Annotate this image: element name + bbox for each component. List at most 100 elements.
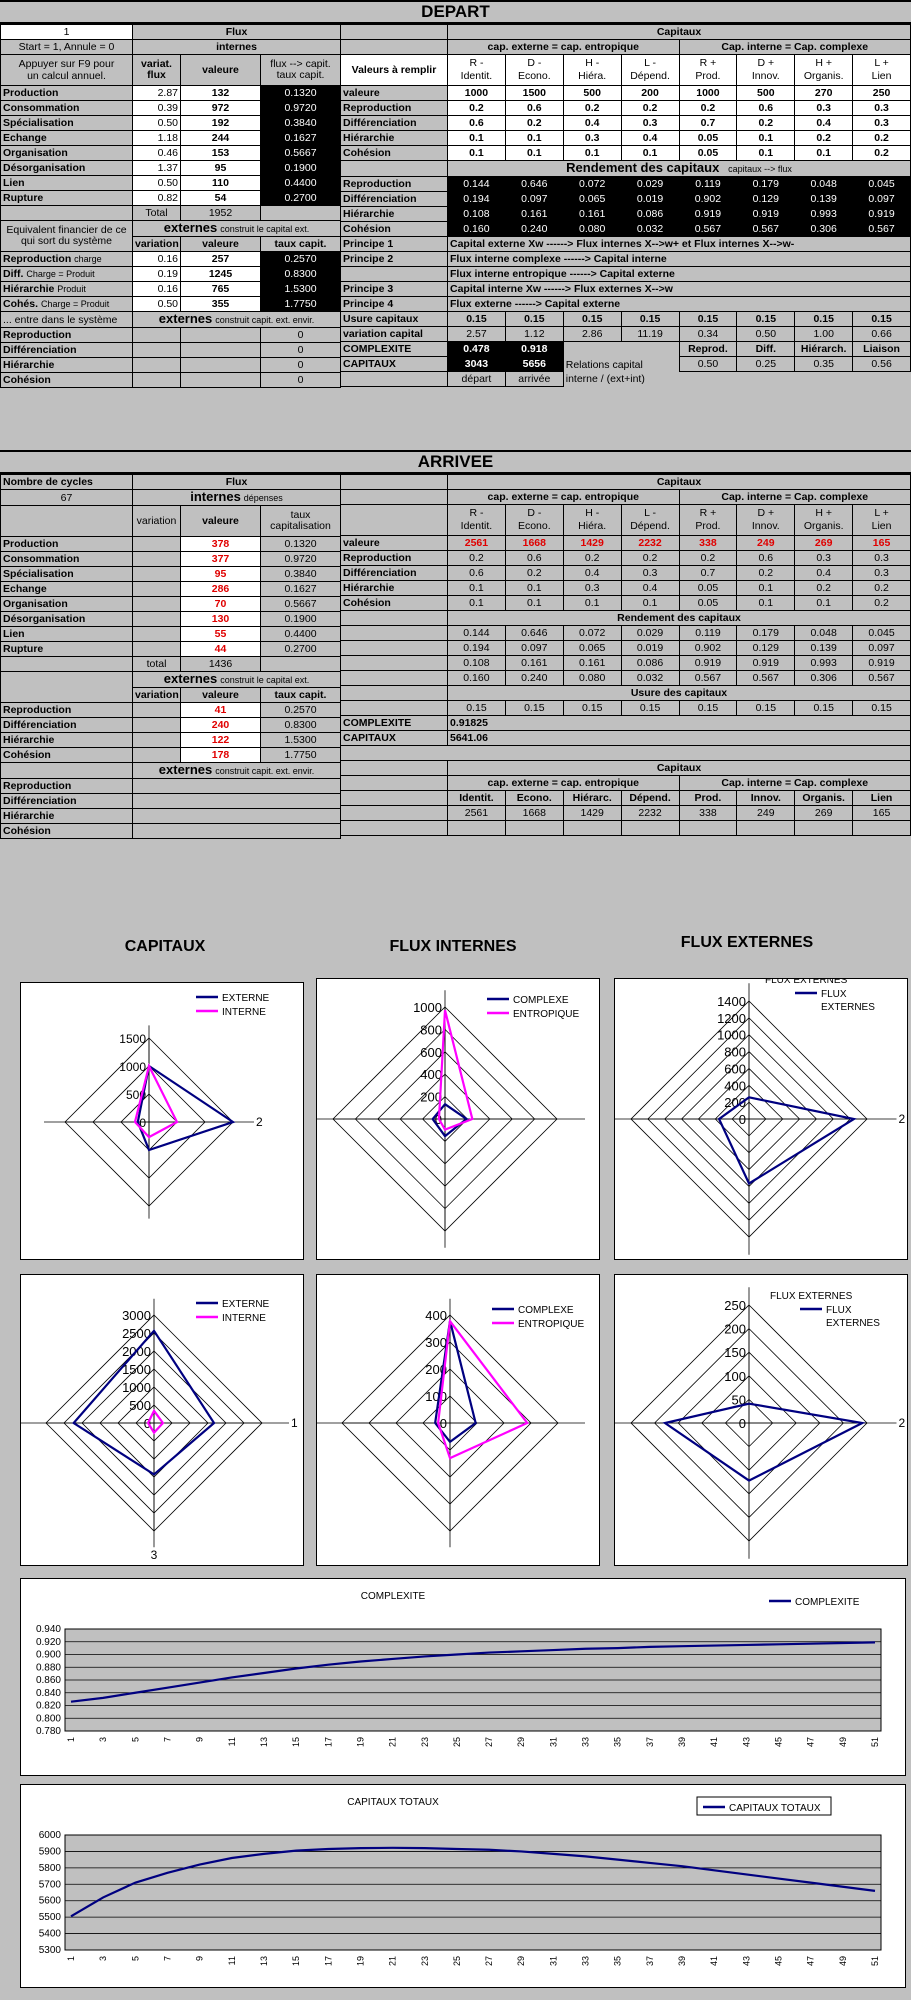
flux-taux: 0.3840	[259, 115, 342, 131]
spacer	[132, 626, 181, 642]
coef-val[interactable]: 0.3	[852, 100, 911, 116]
coef-val[interactable]: 0.1	[736, 130, 796, 146]
coef-val[interactable]: 0.1	[504, 130, 564, 146]
flux-variat[interactable]: 0.82	[132, 190, 181, 206]
coef-val[interactable]: 0.1	[620, 145, 680, 161]
flux-valeure-arr: 286	[180, 581, 261, 597]
coef-val-arr: 0.7	[678, 565, 738, 581]
entre-label-arr: Hiérarchie	[0, 808, 133, 824]
radar-tick-label: 200	[420, 1090, 442, 1105]
rend-val: 0.045	[852, 176, 911, 192]
coef-val[interactable]: 0.3	[852, 115, 911, 131]
complexite-label-arr: COMPLEXITE	[340, 715, 448, 731]
col-taux: flux --> capit. taux capit.	[259, 54, 342, 86]
cap-valeure[interactable]: 1000	[678, 85, 738, 101]
coef-val[interactable]: 0.2	[678, 100, 738, 116]
flux-variat[interactable]: 0.50	[132, 175, 181, 191]
coef-val[interactable]: 0.7	[678, 115, 738, 131]
flux-taux-arr: 0.2700	[259, 641, 342, 657]
coef-val[interactable]: 0.1	[447, 145, 506, 161]
coef-val[interactable]: 0.1	[736, 145, 796, 161]
cap-valeure[interactable]: 500	[736, 85, 796, 101]
coef-val[interactable]: 0.2	[620, 100, 680, 116]
cap-valeure[interactable]: 250	[852, 85, 911, 101]
cap-valeure[interactable]: 200	[620, 85, 680, 101]
x-tick-label: 15	[291, 1737, 301, 1747]
spacer	[132, 357, 181, 373]
x-tick-label: 5	[130, 1956, 140, 1961]
rend-val-arr: 0.567	[678, 670, 738, 686]
x-tick-label: 1	[66, 1737, 76, 1742]
ext-variation[interactable]: 0.16	[132, 281, 181, 297]
coef-val[interactable]: 0.1	[794, 145, 854, 161]
cap-col-header-arr: L - Dépend.	[620, 504, 680, 536]
cap-valeure[interactable]: 1500	[504, 85, 564, 101]
rel-col-3: Liaison	[852, 341, 911, 357]
cap-valeure[interactable]: 270	[794, 85, 854, 101]
capitaux-label: CAPITAUX	[340, 356, 448, 372]
coef-val[interactable]: 0.3	[620, 115, 680, 131]
rend-val-arr: 0.086	[620, 655, 680, 671]
flux-valeure: 110	[180, 175, 261, 191]
complexite-val-arr: 0.91825	[447, 715, 911, 731]
spacer	[132, 641, 181, 657]
flux-variat[interactable]: 0.50	[132, 115, 181, 131]
ext-valeure-arr: 41	[180, 702, 261, 718]
coef-val[interactable]: 0.2	[852, 130, 911, 146]
coef-row-arr: Cohésion 0.1 0.1 0.1 0.1 0.05 0.1 0.1 0.2	[340, 595, 911, 611]
rend-val: 0.097	[852, 191, 911, 207]
coef-val-arr: 0.3	[562, 580, 622, 596]
coef-val[interactable]: 0.1	[504, 145, 564, 161]
cap2-val: 165	[852, 805, 911, 821]
entre-label: ... entre dans le système	[0, 311, 133, 328]
ext-variation[interactable]: 0.19	[132, 266, 181, 282]
capitaux-arrivee: 5656	[504, 356, 564, 372]
coef-val[interactable]: 0.2	[504, 115, 564, 131]
coef-val[interactable]: 0.6	[447, 115, 506, 131]
coef-val[interactable]: 0.2	[794, 130, 854, 146]
rend-row-arr: 0.160 0.240 0.080 0.032 0.567 0.567 0.306 0.567	[340, 670, 911, 686]
coef-val[interactable]: 0.2	[852, 145, 911, 161]
coef-val[interactable]: 0.3	[794, 100, 854, 116]
principe-text: Capital interne Xw ------> Flux externes…	[447, 281, 911, 297]
rend-val: 0.048	[794, 176, 854, 192]
entre-row: Cohésion 0	[0, 372, 342, 388]
ext-variation[interactable]: 0.50	[132, 296, 181, 312]
coef-val[interactable]: 0.05	[678, 130, 738, 146]
cap-valeure-arr: 165	[852, 535, 911, 551]
coef-val[interactable]: 0.6	[736, 100, 796, 116]
radar-series-line	[431, 1102, 469, 1138]
coef-val[interactable]: 0.3	[562, 130, 622, 146]
flux-variat[interactable]: 0.46	[132, 145, 181, 161]
x-tick-label: 25	[452, 1956, 462, 1966]
coef-val[interactable]: 0.6	[504, 100, 564, 116]
coef-val-arr: 0.05	[678, 580, 738, 596]
flux-variat[interactable]: 1.18	[132, 130, 181, 146]
x-tick-label: 41	[709, 1956, 719, 1966]
coef-val[interactable]: 0.4	[794, 115, 854, 131]
cap-valeure[interactable]: 1000	[447, 85, 506, 101]
radar-tick-label: 800	[420, 1022, 442, 1037]
cap-col-header-arr: D + Innov.	[736, 504, 796, 536]
coef-val[interactable]: 0.2	[562, 100, 622, 116]
flux-variat[interactable]: 1.37	[132, 160, 181, 176]
coef-val[interactable]: 0.4	[562, 115, 622, 131]
flux-variat[interactable]: 0.39	[132, 100, 181, 116]
rend-val: 0.646	[504, 176, 564, 192]
coef-val[interactable]: 0.1	[562, 145, 622, 161]
rend-val: 0.567	[736, 221, 796, 237]
cycle-cell[interactable]: 1	[0, 24, 133, 40]
coef-val[interactable]: 0.2	[447, 100, 506, 116]
coef-val[interactable]: 0.2	[736, 115, 796, 131]
cap2-val: 338	[678, 805, 738, 821]
coef-val[interactable]: 0.1	[447, 130, 506, 146]
principe-row: Principe 1 Capital externe Xw ------> Flu…	[340, 236, 911, 252]
ext-variation[interactable]: 0.16	[132, 251, 181, 267]
coef-val[interactable]: 0.05	[678, 145, 738, 161]
spacer	[340, 820, 448, 836]
cap-valeure[interactable]: 500	[562, 85, 622, 101]
coef-val[interactable]: 0.4	[620, 130, 680, 146]
flux-variat[interactable]: 2.87	[132, 85, 181, 101]
flux-label-arr: Spécialisation	[0, 566, 133, 582]
x-tick-label: 5	[130, 1737, 140, 1742]
